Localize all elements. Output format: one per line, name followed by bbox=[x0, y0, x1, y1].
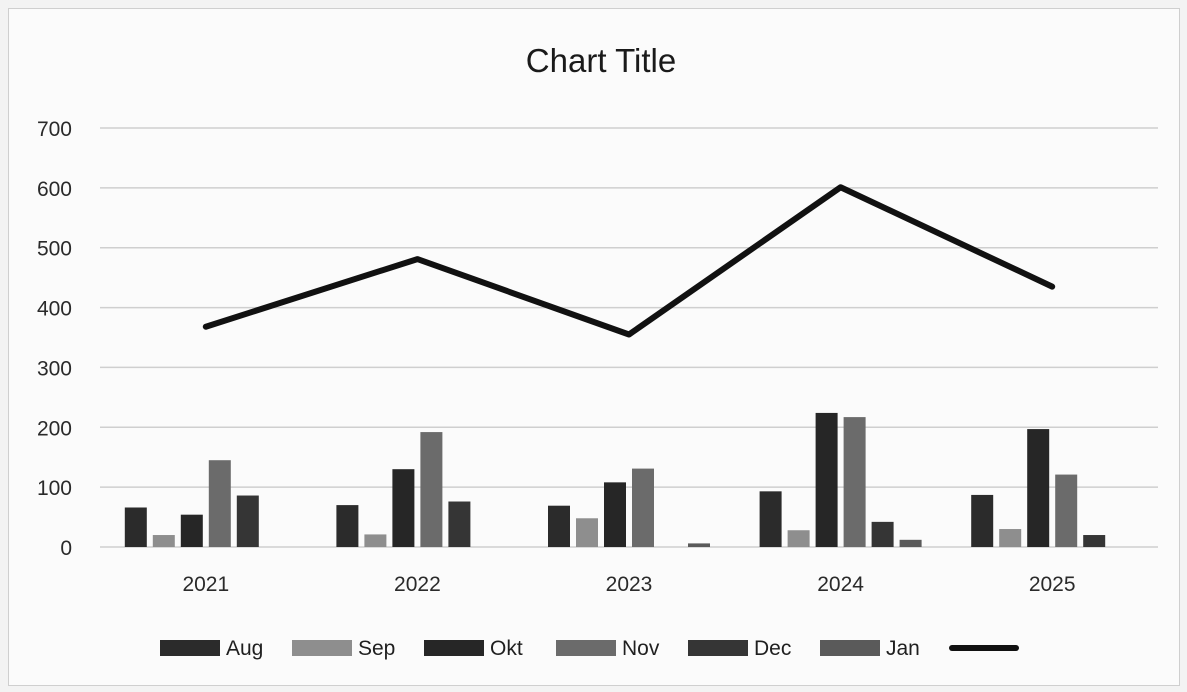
bar-nov-2021 bbox=[208, 460, 231, 547]
y-tick-label: 0 bbox=[60, 537, 72, 560]
legend-label-aug: Aug bbox=[226, 637, 263, 660]
bar-dec-2024 bbox=[871, 521, 894, 547]
bar-jan-2023 bbox=[688, 543, 710, 547]
line-point-2023 bbox=[627, 333, 631, 337]
bar-sep-2024 bbox=[787, 530, 810, 547]
legend-swatch-okt bbox=[424, 640, 484, 656]
bar-jan-2024 bbox=[899, 539, 922, 547]
y-tick-label: 200 bbox=[37, 417, 72, 440]
bar-okt-2025 bbox=[1027, 429, 1050, 547]
line-point-2021 bbox=[204, 325, 208, 329]
legend-label-sep: Sep bbox=[358, 637, 395, 660]
legend-swatch-nov bbox=[556, 640, 616, 656]
line-series bbox=[202, 184, 1056, 338]
bar-nov-2023 bbox=[632, 468, 654, 547]
legend-label-okt: Okt bbox=[490, 637, 523, 660]
bar-aug-2023 bbox=[548, 505, 570, 547]
bar-dec-2025 bbox=[1083, 535, 1106, 547]
line-point-2024 bbox=[839, 185, 843, 189]
y-axis-ticks: 0 100 200 300 400 500 600 700 bbox=[37, 118, 72, 560]
bar-aug-2024 bbox=[759, 491, 782, 547]
chart-title: Chart Title bbox=[526, 42, 676, 79]
bar-okt-2021 bbox=[180, 514, 203, 547]
bars bbox=[124, 412, 1106, 547]
x-axis-ticks: 2021 2022 2023 2024 2025 bbox=[182, 573, 1075, 596]
bar-sep-2023 bbox=[576, 518, 598, 547]
y-tick-label: 600 bbox=[37, 178, 72, 201]
y-tick-label: 100 bbox=[37, 477, 72, 500]
bar-aug-2022 bbox=[336, 505, 359, 547]
bar-nov-2024 bbox=[843, 417, 866, 547]
bar-dec-2022 bbox=[448, 501, 471, 547]
bar-aug-2021 bbox=[124, 507, 147, 547]
y-tick-label: 300 bbox=[37, 357, 72, 380]
bar-dec-2021 bbox=[236, 495, 259, 547]
bar-okt-2023 bbox=[604, 482, 626, 547]
bar-nov-2025 bbox=[1055, 474, 1078, 547]
bar-okt-2024 bbox=[815, 412, 838, 547]
x-tick-label: 2024 bbox=[817, 573, 864, 596]
x-tick-label: 2022 bbox=[394, 573, 441, 596]
legend-swatch-dec bbox=[688, 640, 748, 656]
x-tick-label: 2023 bbox=[606, 573, 653, 596]
legend-label-jan: Jan bbox=[886, 637, 920, 660]
legend-label-dec: Dec bbox=[754, 637, 791, 660]
legend: Aug Sep Okt Nov Dec Jan bbox=[160, 637, 1019, 660]
line-series-0 bbox=[202, 184, 1056, 338]
y-tick-label: 400 bbox=[37, 298, 72, 321]
bar-aug-2025 bbox=[971, 494, 994, 547]
bar-okt-2022 bbox=[392, 469, 415, 547]
bar-sep-2025 bbox=[999, 529, 1022, 547]
y-tick-label: 500 bbox=[37, 238, 72, 261]
bar-sep-2021 bbox=[152, 535, 175, 547]
legend-swatch-aug bbox=[160, 640, 220, 656]
bar-nov-2022 bbox=[420, 432, 443, 547]
y-tick-label: 700 bbox=[37, 118, 72, 141]
line-point-2022 bbox=[415, 257, 419, 261]
x-tick-label: 2025 bbox=[1029, 573, 1076, 596]
chart-frame bbox=[8, 8, 1180, 686]
line-point-2025 bbox=[1050, 285, 1054, 289]
x-tick-label: 2021 bbox=[182, 573, 229, 596]
legend-label-nov: Nov bbox=[622, 637, 660, 660]
legend-swatch-sep bbox=[292, 640, 352, 656]
bar-sep-2022 bbox=[364, 534, 387, 547]
legend-swatch-jan bbox=[820, 640, 880, 656]
